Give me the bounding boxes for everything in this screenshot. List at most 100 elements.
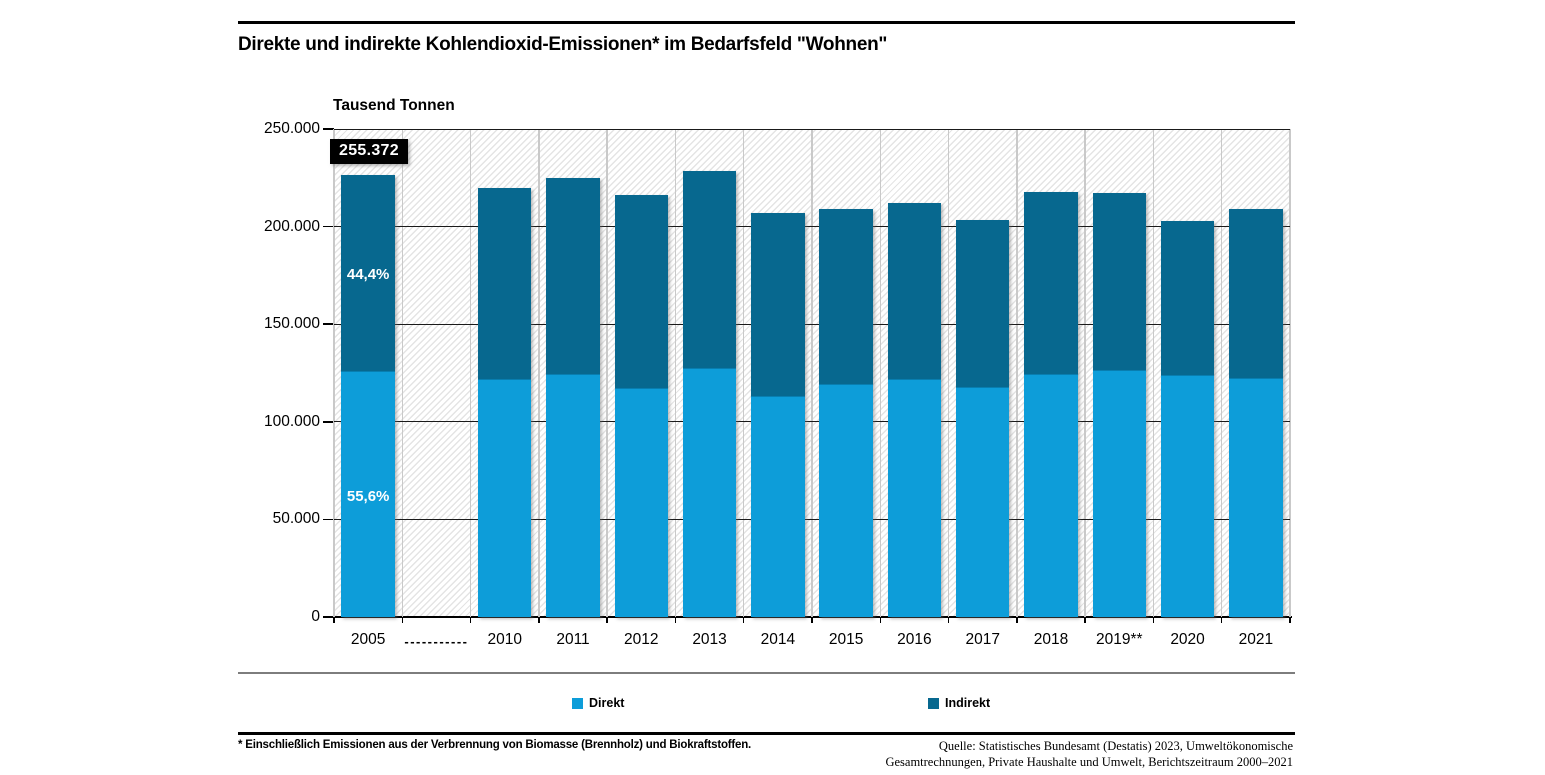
bar-2020-direkt-segment[interactable] bbox=[1160, 374, 1215, 617]
y-axis-tick bbox=[323, 616, 334, 618]
legend-item-indirekt[interactable]: Indirekt bbox=[928, 696, 990, 710]
chart-title: Direkte und indirekte Kohlendioxid-Emiss… bbox=[238, 34, 888, 55]
x-axis-label: 2020 bbox=[1170, 631, 1205, 648]
bar-2011-direkt-segment[interactable] bbox=[546, 373, 600, 617]
bar-2021-indirekt-segment[interactable] bbox=[1229, 209, 1283, 378]
bar-2018-direkt-segment[interactable] bbox=[1024, 374, 1078, 617]
bar-2020-indirekt-segment[interactable] bbox=[1160, 221, 1215, 375]
vertical-gridline bbox=[742, 129, 745, 617]
horizontal-gridline bbox=[334, 421, 1290, 423]
bar-2016-direkt-segment[interactable] bbox=[887, 379, 942, 617]
y-axis-tick bbox=[323, 518, 334, 521]
bar-2021[interactable] bbox=[1229, 209, 1283, 617]
bar-2013-direkt-segment[interactable] bbox=[682, 367, 737, 617]
x-axis-label: 2010 bbox=[487, 631, 522, 648]
bar-2010[interactable] bbox=[477, 188, 532, 617]
x-axis-tick bbox=[1084, 617, 1086, 623]
legend-item-direkt[interactable]: Direkt bbox=[572, 696, 624, 710]
source-text: Quelle: Statistisches Bundesamt (Destati… bbox=[845, 738, 1293, 770]
vertical-gridline bbox=[674, 129, 677, 617]
x-axis-label: 2014 bbox=[760, 631, 796, 648]
bar-2014-indirekt-segment[interactable] bbox=[751, 212, 805, 396]
y-axis-label: 100.000 bbox=[263, 412, 320, 430]
x-axis-tick bbox=[401, 617, 404, 623]
bar-2010-direkt-segment[interactable] bbox=[477, 379, 532, 617]
direkt-swatch-icon bbox=[572, 697, 583, 709]
x-axis-label: 2021 bbox=[1238, 631, 1274, 648]
y-axis-tick bbox=[323, 421, 334, 423]
bar-2010-indirekt-segment[interactable] bbox=[477, 188, 532, 380]
bar-2014[interactable] bbox=[751, 212, 805, 617]
x-axis-tick bbox=[1289, 617, 1291, 623]
legend-label-direkt: Direkt bbox=[589, 696, 625, 710]
x-axis-tick bbox=[1152, 617, 1155, 623]
y-axis-unit-label: Tausend Tonnen bbox=[333, 97, 455, 114]
bar-2012-direkt-segment[interactable] bbox=[614, 387, 669, 617]
bar-2016-indirekt-segment[interactable] bbox=[887, 202, 942, 380]
bar-2013[interactable] bbox=[682, 170, 737, 617]
bar-2017-indirekt-segment[interactable] bbox=[955, 219, 1010, 387]
footer-divider-rule bbox=[238, 732, 1295, 735]
vertical-gridline bbox=[1084, 129, 1086, 617]
x-axis-label: 2017 bbox=[965, 631, 1000, 648]
x-axis-label: 2011 bbox=[556, 631, 590, 648]
y-axis-tick bbox=[323, 225, 334, 228]
bar-2021-direkt-segment[interactable] bbox=[1229, 377, 1283, 617]
vertical-gridline bbox=[1289, 129, 1291, 617]
bar-2015-direkt-segment[interactable] bbox=[819, 384, 873, 617]
value-callout-2005: 255.372 bbox=[330, 139, 408, 164]
direkt-percent-label: 55,6% bbox=[346, 488, 390, 505]
x-axis-gap-label: ----------- bbox=[404, 634, 469, 649]
horizontal-gridline bbox=[334, 226, 1290, 228]
bar-2012[interactable] bbox=[614, 194, 669, 617]
bar-2019**-direkt-segment[interactable] bbox=[1092, 369, 1147, 617]
x-axis-tick bbox=[333, 617, 335, 623]
legend-divider-rule bbox=[238, 672, 1295, 674]
bar-2020[interactable] bbox=[1160, 221, 1215, 617]
x-axis-tick bbox=[879, 617, 882, 623]
y-axis-label: 250.000 bbox=[263, 120, 320, 137]
x-axis-tick bbox=[538, 617, 540, 623]
bar-2017[interactable] bbox=[955, 219, 1010, 617]
x-axis-tick bbox=[469, 617, 472, 623]
y-axis-tick bbox=[323, 323, 334, 325]
x-axis-label: 2019** bbox=[1096, 631, 1143, 648]
bar-2013-indirekt-segment[interactable] bbox=[682, 170, 737, 368]
x-axis-tick bbox=[606, 617, 608, 623]
bar-2017-direkt-segment[interactable] bbox=[955, 386, 1010, 617]
x-axis-tick bbox=[742, 617, 745, 623]
x-axis-tick bbox=[674, 617, 677, 623]
x-axis-label: 2015 bbox=[828, 631, 864, 648]
bar-2005-direkt-segment[interactable] bbox=[341, 371, 395, 617]
bar-2005[interactable] bbox=[341, 175, 395, 617]
source-line-1: Quelle: Statistisches Bundesamt (Destati… bbox=[938, 739, 1293, 753]
x-axis-tick bbox=[1220, 617, 1223, 623]
bar-2016[interactable] bbox=[887, 202, 942, 617]
vertical-gridline bbox=[1220, 129, 1223, 617]
y-axis-label: 50.000 bbox=[272, 510, 320, 528]
bar-2005-indirekt-segment[interactable] bbox=[341, 175, 395, 372]
bar-2018[interactable] bbox=[1024, 191, 1078, 617]
bar-2019**[interactable] bbox=[1092, 193, 1147, 617]
x-axis-label: 2016 bbox=[897, 631, 932, 648]
bar-2011-indirekt-segment[interactable] bbox=[546, 177, 600, 374]
y-axis-label: 0 bbox=[311, 608, 320, 625]
x-axis-line bbox=[330, 615, 1292, 618]
x-axis-label: 2013 bbox=[692, 631, 727, 648]
indirekt-percent-label: 44,4% bbox=[346, 266, 390, 283]
bar-2014-direkt-segment[interactable] bbox=[751, 395, 805, 617]
bar-2018-indirekt-segment[interactable] bbox=[1024, 191, 1078, 375]
x-axis-label: 2005 bbox=[350, 631, 386, 648]
bar-2015[interactable] bbox=[819, 209, 873, 617]
x-axis-tick bbox=[811, 617, 813, 623]
bar-2011[interactable] bbox=[546, 177, 600, 617]
legend-label-indirekt: Indirekt bbox=[945, 696, 991, 710]
footnote-text: * Einschließlich Emissionen aus der Verb… bbox=[238, 739, 752, 751]
vertical-gridline bbox=[606, 129, 608, 617]
bar-2012-indirekt-segment[interactable] bbox=[614, 194, 669, 388]
bar-2019**-indirekt-segment[interactable] bbox=[1092, 193, 1147, 370]
horizontal-gridline bbox=[334, 323, 1290, 325]
x-axis-label: 2018 bbox=[1033, 631, 1069, 648]
bar-2015-indirekt-segment[interactable] bbox=[819, 209, 873, 385]
